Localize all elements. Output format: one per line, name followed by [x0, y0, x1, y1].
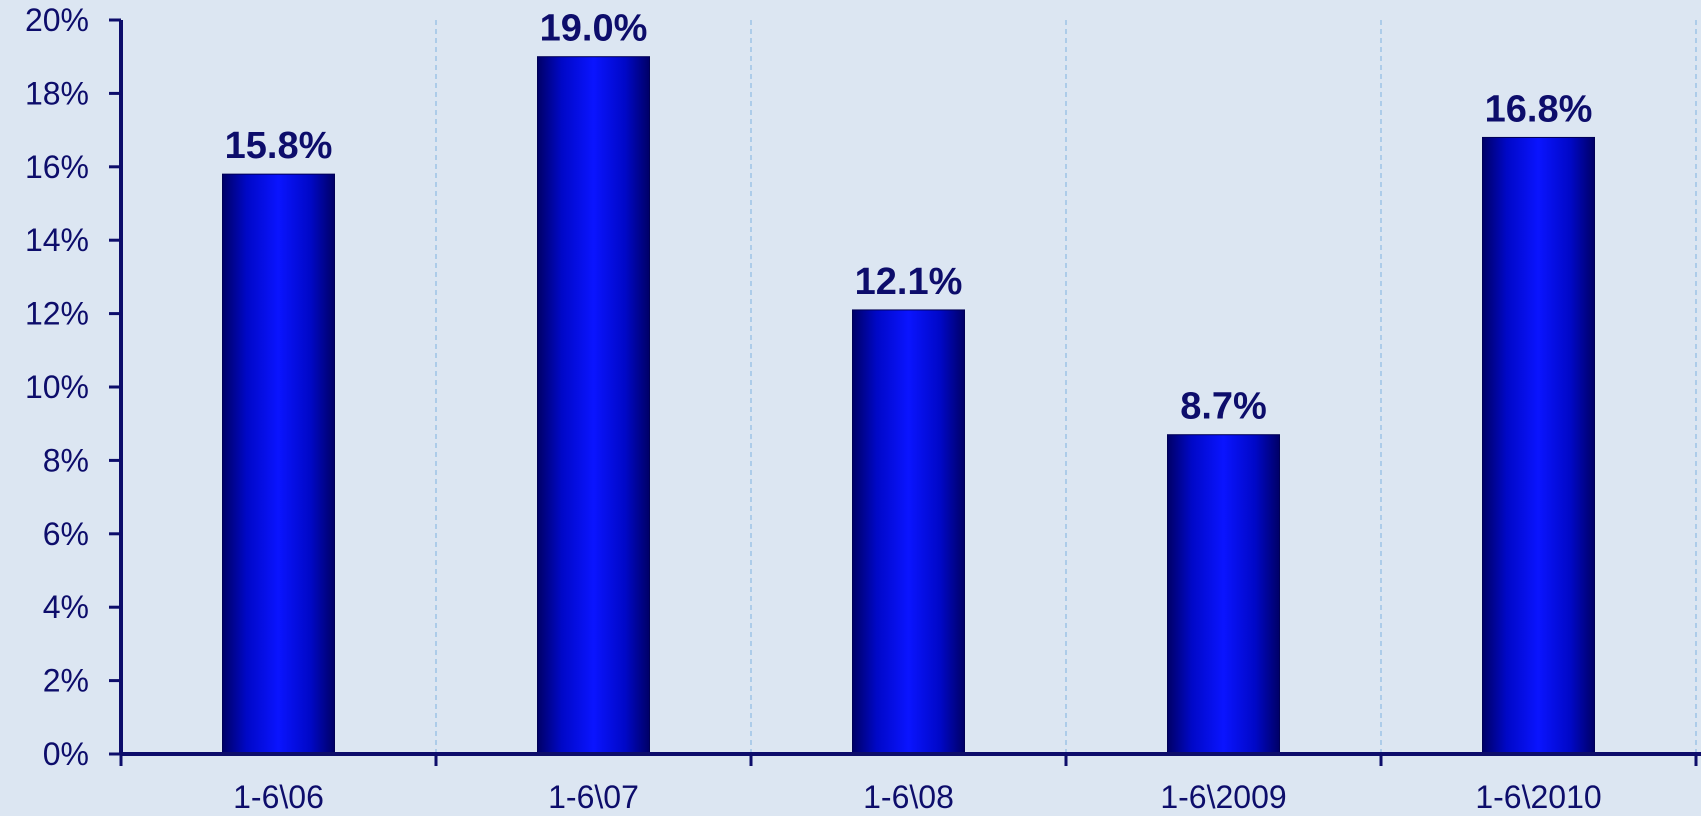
y-tick-label: 4%: [43, 589, 89, 625]
x-tick-label-3: 1-6\08: [863, 779, 954, 815]
y-tick-label: 20%: [25, 2, 89, 38]
y-tick-label: 6%: [43, 516, 89, 552]
y-tick-label: 10%: [25, 369, 89, 405]
data-label-3: 12.1%: [855, 261, 963, 303]
bar-3: [852, 309, 965, 755]
axes: [109, 18, 1701, 766]
y-tick-label: 14%: [25, 222, 89, 258]
data-label-4: 8.7%: [1180, 386, 1267, 428]
bars: [222, 56, 1595, 755]
bar-1: [222, 173, 335, 755]
x-tick-label-4: 1-6\2009: [1160, 779, 1286, 815]
y-tick-label: 2%: [43, 663, 89, 699]
x-tick-label-1: 1-6\06: [233, 779, 324, 815]
data-label-5: 16.8%: [1485, 88, 1593, 130]
bar-4: [1167, 434, 1280, 755]
labels: 15.8% 19.0% 12.1% 8.7% 16.8% 0% 2% 4% 6% 8% 10% 12%…: [25, 2, 1602, 815]
x-tick-label-5: 1-6\2010: [1475, 779, 1601, 815]
y-tick-label: 16%: [25, 149, 89, 185]
y-tick-label: 18%: [25, 75, 89, 111]
data-label-2: 19.0%: [540, 8, 648, 50]
y-tick-label: 12%: [25, 296, 89, 332]
y-tick-label: 8%: [43, 442, 89, 478]
x-tick-label-2: 1-6\07: [548, 779, 639, 815]
bar-5: [1482, 136, 1595, 755]
bar-2: [537, 56, 650, 755]
y-tick-label: 0%: [43, 736, 89, 772]
data-label-1: 15.8%: [225, 125, 333, 167]
